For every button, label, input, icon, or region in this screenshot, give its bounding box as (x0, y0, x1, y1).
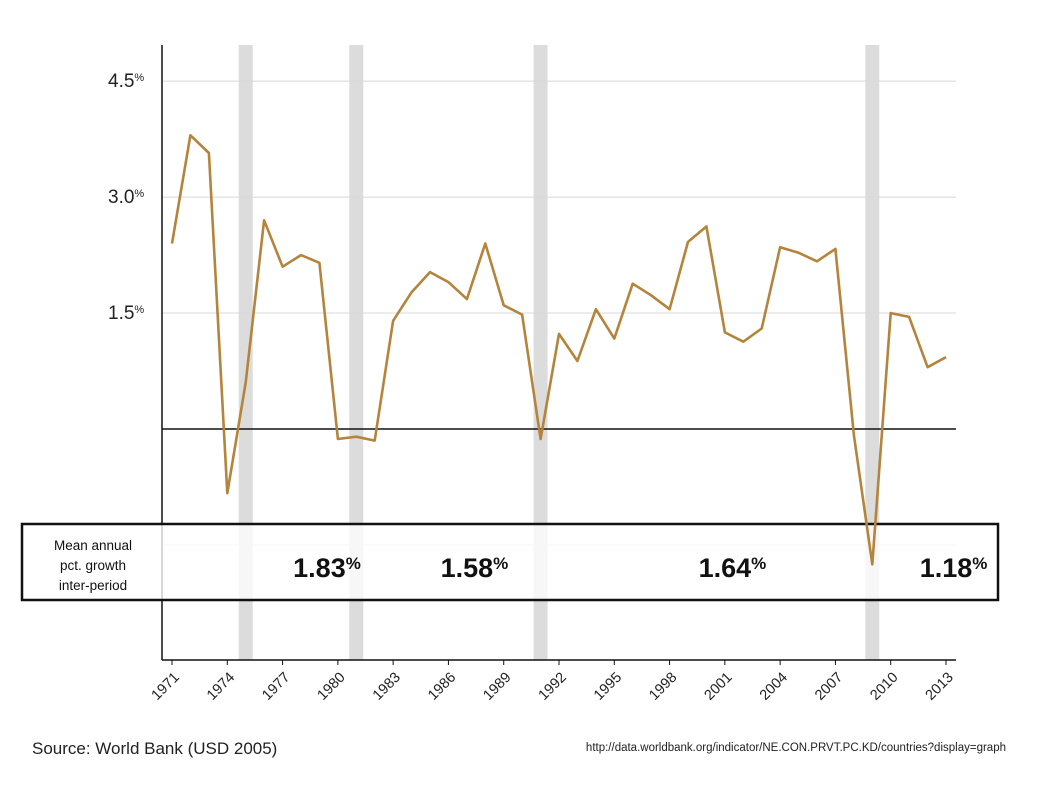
gridlines (162, 80, 956, 546)
period-box-label: Mean annual (54, 538, 132, 553)
recession-band (238, 45, 253, 660)
x-tick-label: 1980 (315, 670, 349, 704)
y-tick-label: 1.5% (108, 303, 144, 324)
x-tick-label: 1986 (425, 670, 459, 704)
period-box-frame (20, 522, 1000, 602)
x-tick-label: 1971 (149, 670, 183, 704)
x-tick-label: 2013 (923, 670, 957, 704)
recession-bands (238, 45, 880, 660)
x-tick-label: 2007 (812, 670, 846, 704)
x-tick-label: 1989 (480, 670, 514, 704)
x-tick-label: 1998 (646, 670, 680, 704)
x-tick-label: 2010 (867, 670, 901, 704)
growth-chart: 4.5% 3.0% 1.5% 1971 1974 1977 1980 1983 1986 198… (20, 45, 1000, 704)
source-note: Source: World Bank (USD 2005) (32, 739, 278, 758)
x-tick-label: 1974 (204, 670, 238, 704)
x-tick-label: 2004 (757, 670, 791, 704)
y-tick-label: 3.0% (108, 187, 144, 208)
series-polyline (170, 134, 947, 566)
period-box-label: pct. growth (60, 558, 126, 573)
x-tick-label: 1995 (591, 670, 625, 704)
recession-band (349, 45, 364, 660)
source-url: http://data.worldbank.org/indicator/NE.C… (585, 742, 1006, 754)
recession-band (533, 45, 548, 660)
period-box-label: inter-period (59, 578, 127, 593)
x-tick-labels: 1971 1974 1977 1980 1983 1986 1989 1992 1995 1998… (149, 660, 957, 704)
series-line (170, 134, 947, 566)
y-tick-label: 4.5% (108, 71, 144, 92)
y-tick-labels: 4.5% 3.0% 1.5% (108, 71, 144, 324)
x-tick-label: 1977 (259, 670, 293, 704)
x-tick-label: 1983 (370, 670, 404, 704)
x-tick-label: 2001 (702, 670, 736, 704)
x-tick-label: 1992 (536, 670, 570, 704)
